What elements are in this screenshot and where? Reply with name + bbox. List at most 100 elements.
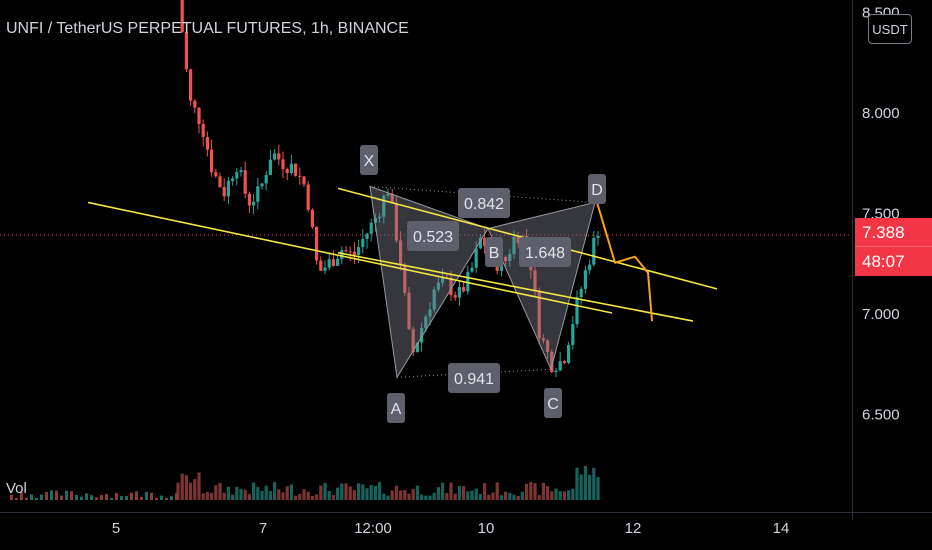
- volume-bar: [575, 467, 579, 500]
- symbol-title[interactable]: UNFI / TetherUS PERPETUAL FUTURES, 1h, B…: [6, 20, 409, 37]
- candle-body: [273, 153, 277, 160]
- time-tick-label: 14: [773, 520, 790, 537]
- volume-bar: [35, 497, 38, 500]
- volume-bar: [382, 493, 386, 500]
- volume-bars: [10, 465, 600, 500]
- candle-body: [592, 237, 596, 265]
- candle-body: [470, 267, 474, 272]
- volume-bar: [554, 488, 558, 500]
- last-price-value: 7.388: [862, 223, 905, 242]
- volume-bar: [110, 497, 113, 500]
- currency-button[interactable]: USDT: [868, 14, 912, 44]
- candle-body: [214, 172, 218, 177]
- candle-body: [394, 203, 398, 241]
- volume-bar: [424, 495, 428, 500]
- volume-bar: [386, 495, 390, 500]
- volume-bar: [428, 495, 432, 500]
- badge-separator: [855, 246, 932, 247]
- volume-bar: [348, 486, 352, 500]
- candle-body: [331, 259, 335, 266]
- candle-body: [327, 259, 331, 268]
- volume-bar: [390, 490, 394, 500]
- volume-bar: [550, 491, 554, 500]
- pattern-bcd: [487, 201, 596, 371]
- volume-bar: [436, 487, 440, 500]
- volume-bar: [281, 492, 285, 500]
- last-price-badge: 7.388 48:07: [855, 218, 932, 276]
- volume-bar: [336, 487, 340, 500]
- volume-bar: [344, 483, 348, 500]
- volume-bar: [289, 484, 293, 500]
- candle-body: [562, 361, 566, 364]
- pattern-point-tag: [485, 237, 503, 267]
- volume-bar: [231, 494, 235, 500]
- candle-body: [411, 329, 415, 353]
- volume-bar: [453, 493, 457, 500]
- candle-body: [424, 316, 428, 328]
- volume-bar: [294, 495, 298, 500]
- time-tick-label: 5: [112, 520, 120, 537]
- candle-body: [588, 264, 592, 271]
- candle-body: [361, 239, 365, 248]
- volume-bar: [457, 486, 461, 500]
- volume-bar: [558, 491, 562, 500]
- volume-bar: [90, 495, 93, 500]
- volume-bar: [155, 497, 158, 500]
- volume-bar: [394, 485, 398, 500]
- ratio-label: 1.648: [525, 245, 565, 262]
- pattern-point-label: B: [489, 245, 500, 262]
- volume-bar: [65, 490, 68, 500]
- volume-bar: [115, 493, 118, 500]
- volume-bar: [512, 494, 516, 500]
- candle-body: [483, 237, 487, 247]
- volume-bar: [95, 497, 98, 500]
- candle-body: [268, 159, 272, 176]
- volume-label[interactable]: Vol: [6, 480, 27, 497]
- volume-bar: [495, 482, 499, 500]
- candle-body: [315, 227, 319, 261]
- volume-bar: [252, 482, 256, 500]
- candle-body: [306, 184, 310, 210]
- volume-bar: [125, 496, 128, 500]
- price-axis-divider: [852, 0, 853, 520]
- candle-body: [201, 123, 205, 137]
- candle-body: [264, 175, 268, 184]
- candle-body: [256, 186, 260, 202]
- candle-body: [218, 176, 222, 188]
- volume-bar: [50, 490, 53, 500]
- volume-bar: [85, 493, 88, 500]
- candle-body: [243, 170, 247, 194]
- volume-bar: [399, 490, 403, 500]
- volume-bar: [256, 487, 260, 500]
- pattern-point-label: D: [591, 182, 603, 199]
- ratio-tag: [448, 363, 500, 393]
- volume-bar: [105, 493, 108, 500]
- time-axis[interactable]: 5 7 12:00 10 12 14: [112, 520, 790, 537]
- candle-body: [210, 149, 214, 173]
- candle-body: [567, 345, 571, 364]
- ratio-tag: [519, 237, 571, 267]
- candle-body: [407, 292, 411, 330]
- pattern-point-label: A: [391, 401, 402, 418]
- candlesticks: [180, 0, 600, 377]
- volume-bar: [441, 482, 445, 500]
- candle-body: [260, 183, 264, 187]
- candle-body: [348, 251, 352, 253]
- candle-body: [541, 338, 545, 341]
- candle-body: [239, 170, 243, 173]
- volume-bar: [546, 486, 550, 500]
- price-tick-label: 8.000: [862, 105, 900, 122]
- volume-bar: [525, 483, 529, 500]
- volume-bar: [130, 492, 133, 500]
- volume-bar: [411, 488, 415, 500]
- candle-body: [508, 254, 512, 262]
- volume-bar: [30, 494, 33, 500]
- candle-body: [277, 153, 281, 160]
- volume-bar: [571, 488, 575, 500]
- pattern-point-label: C: [547, 396, 559, 413]
- volume-bar: [352, 490, 356, 500]
- candle-body: [247, 193, 251, 206]
- volume-bar: [310, 495, 314, 500]
